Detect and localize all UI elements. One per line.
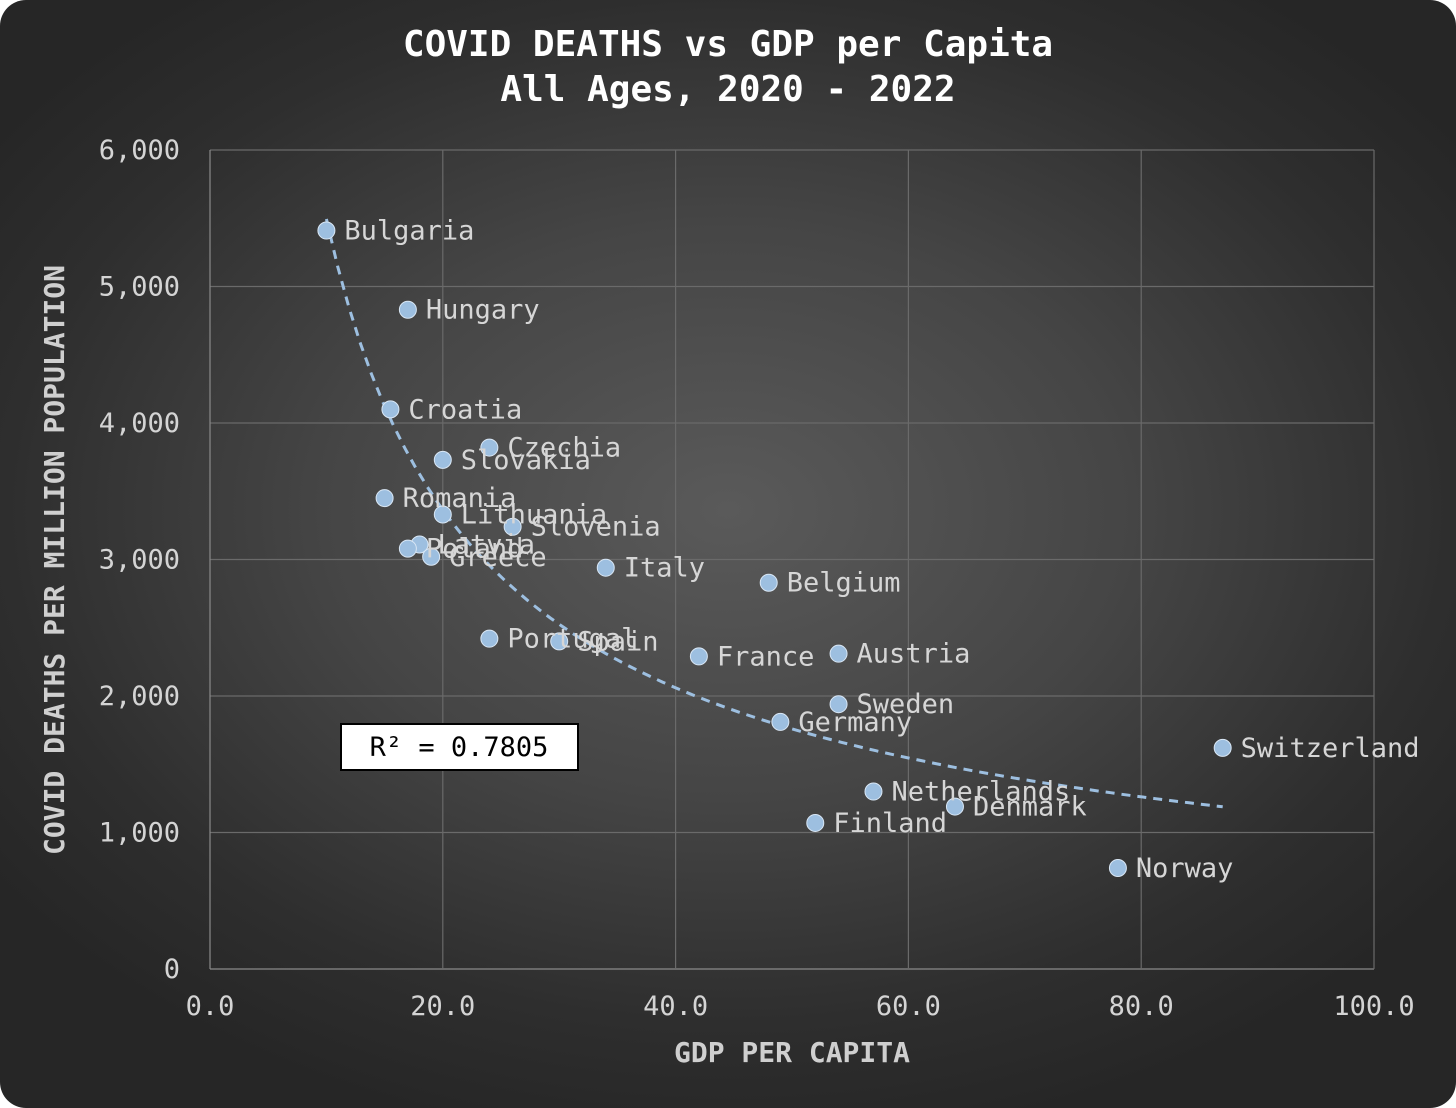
data-point (550, 632, 569, 651)
y-tick-label: 2,000 (99, 681, 180, 712)
data-point (864, 782, 883, 801)
chart-title-line-2: All Ages, 2020 - 2022 (500, 69, 955, 110)
y-tick-label: 1,000 (99, 818, 180, 849)
data-label: Poland (426, 534, 524, 565)
r-squared-box-background (340, 723, 579, 771)
y-tick-label: 4,000 (99, 408, 180, 439)
data-point (806, 813, 825, 832)
data-label: France (717, 641, 815, 672)
data-label: Croatia (408, 394, 522, 425)
data-label: Netherlands (891, 777, 1070, 808)
axis-tick-labels: 0 1,000 2,000 3,000 4,000 5,000 6,000 0.0 20.0 40… (99, 135, 1415, 1022)
data-label: Slovakia (461, 445, 591, 476)
data-label: Norway (1136, 853, 1234, 884)
y-tick-label: 0 (164, 954, 180, 985)
x-tick-label: 100.0 (1333, 991, 1414, 1022)
data-point (480, 629, 499, 648)
data-label: Lithuania (461, 499, 607, 530)
grid-lines (209, 149, 1375, 970)
data-label: Italy (624, 553, 705, 584)
data-label: Denmark (973, 792, 1087, 823)
data-point (381, 400, 400, 419)
data-label: Slovenia (531, 512, 661, 543)
data-point (375, 489, 394, 508)
data-label: Portugal (507, 624, 637, 655)
data-point (422, 547, 441, 566)
data-label: Hungary (426, 295, 540, 326)
data-point (503, 517, 522, 536)
data-point (1108, 858, 1127, 877)
data-point (398, 539, 417, 558)
data-point (433, 450, 452, 469)
data-label: Latvia (438, 529, 536, 560)
data-label: Switzerland (1241, 733, 1420, 764)
data-label: Romania (403, 483, 517, 514)
data-point (1213, 738, 1232, 757)
x-tick-label: 60.0 (876, 991, 941, 1022)
data-label: Spain (577, 626, 658, 657)
data-point (689, 647, 708, 666)
data-label: Austria (857, 639, 971, 670)
x-axis-title: GDP PER CAPITA (674, 1036, 910, 1069)
data-point (480, 438, 499, 457)
x-tick-label: 0.0 (186, 991, 235, 1022)
data-label: Greece (449, 542, 547, 573)
y-tick-label: 5,000 (99, 272, 180, 303)
data-point (771, 712, 790, 731)
data-point (398, 300, 417, 319)
chart-title-line-1: COVID DEATHS vs GDP per Capita (403, 24, 1053, 65)
y-tick-label: 6,000 (99, 135, 180, 166)
data-label: Finland (833, 808, 947, 839)
data-point (829, 644, 848, 663)
data-label: Czechia (507, 433, 621, 464)
data-label: Sweden (857, 689, 955, 720)
x-tick-label: 80.0 (1109, 991, 1174, 1022)
r-squared-label: R² = 0.7805 (370, 732, 549, 763)
y-tick-label: 3,000 (99, 545, 180, 576)
data-point (829, 695, 848, 714)
data-label: Germany (798, 707, 912, 738)
r-squared-box: R² = 0.7805 (340, 723, 579, 771)
data-point (759, 573, 778, 592)
data-point (596, 558, 615, 577)
x-tick-label: 20.0 (410, 991, 475, 1022)
data-point (317, 221, 336, 240)
data-point (945, 797, 964, 816)
data-label: Bulgaria (344, 216, 474, 247)
y-axis-title: COVID DEATHS PER MILLION POPULATION (38, 265, 71, 855)
data-label: Belgium (787, 568, 901, 599)
data-points (317, 221, 1232, 877)
data-point (433, 505, 452, 524)
x-tick-label: 40.0 (643, 991, 708, 1022)
